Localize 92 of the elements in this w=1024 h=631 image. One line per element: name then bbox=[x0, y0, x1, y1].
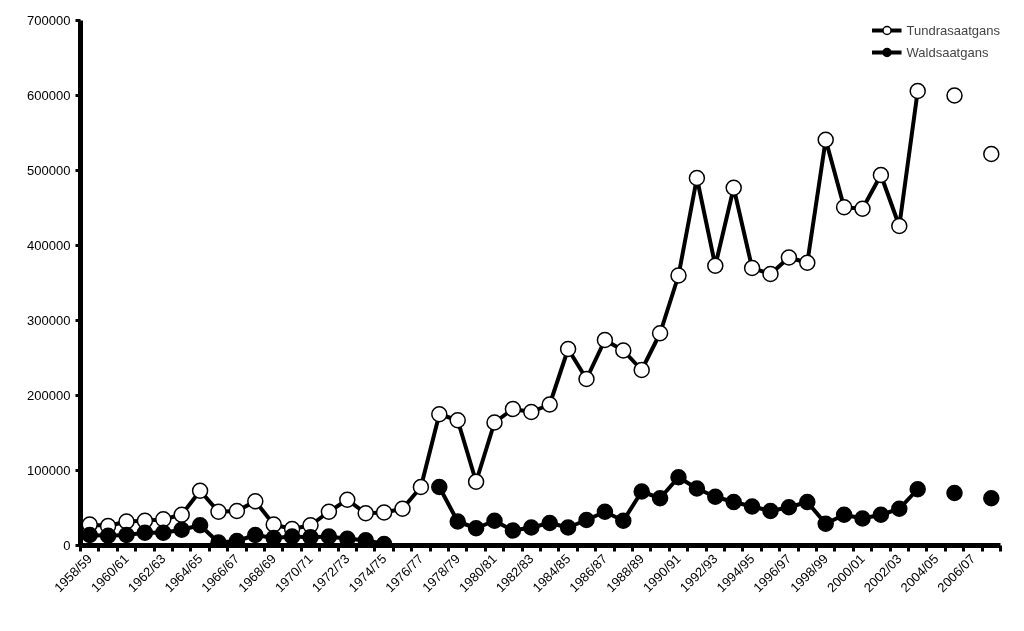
point bbox=[983, 145, 1000, 163]
point bbox=[559, 340, 577, 358]
legend-label: Tundrasaatgans bbox=[906, 22, 1000, 38]
point bbox=[81, 526, 98, 544]
point bbox=[541, 396, 558, 413]
point bbox=[651, 325, 669, 342]
y-tick-label: 100000 bbox=[27, 463, 71, 478]
point bbox=[412, 478, 430, 496]
point bbox=[339, 491, 356, 508]
point bbox=[394, 500, 411, 517]
point bbox=[449, 412, 466, 429]
point bbox=[983, 490, 1000, 507]
point bbox=[633, 483, 650, 500]
point bbox=[357, 505, 374, 522]
point bbox=[504, 400, 522, 418]
point bbox=[247, 493, 264, 510]
point bbox=[725, 493, 742, 511]
y-tick-label: 500000 bbox=[27, 163, 71, 178]
point bbox=[872, 166, 890, 184]
point bbox=[835, 506, 853, 523]
point bbox=[854, 200, 871, 217]
point bbox=[449, 513, 466, 530]
point bbox=[688, 169, 706, 187]
point bbox=[596, 331, 614, 349]
point bbox=[799, 493, 816, 511]
point bbox=[596, 503, 614, 520]
point bbox=[523, 519, 540, 536]
point bbox=[191, 482, 209, 499]
point bbox=[265, 516, 282, 533]
point bbox=[707, 488, 724, 505]
point bbox=[633, 361, 650, 379]
point bbox=[817, 131, 834, 148]
point bbox=[431, 478, 448, 496]
point bbox=[541, 514, 558, 532]
point bbox=[670, 267, 687, 284]
point bbox=[946, 484, 963, 502]
y-tick-label: 0 bbox=[63, 538, 71, 553]
point bbox=[247, 526, 264, 544]
y-tick-label: 600000 bbox=[27, 88, 71, 103]
point bbox=[670, 469, 687, 486]
point bbox=[891, 217, 908, 235]
point bbox=[762, 502, 779, 520]
point bbox=[504, 522, 522, 539]
point bbox=[909, 481, 926, 498]
point bbox=[799, 254, 816, 271]
point bbox=[891, 500, 908, 517]
point bbox=[210, 503, 227, 520]
point bbox=[872, 506, 890, 523]
point bbox=[578, 511, 595, 529]
point bbox=[559, 519, 577, 536]
point bbox=[854, 510, 871, 527]
point bbox=[762, 265, 779, 283]
point bbox=[835, 199, 853, 216]
point bbox=[523, 403, 540, 421]
point bbox=[283, 528, 301, 545]
point bbox=[155, 511, 172, 528]
point bbox=[136, 524, 154, 541]
point bbox=[155, 524, 172, 541]
point bbox=[467, 473, 485, 490]
point bbox=[320, 503, 338, 520]
point bbox=[320, 528, 338, 545]
point bbox=[173, 506, 190, 523]
point bbox=[578, 370, 595, 388]
point bbox=[725, 179, 742, 196]
point bbox=[486, 414, 503, 431]
point bbox=[118, 513, 135, 530]
point bbox=[909, 82, 926, 100]
point bbox=[173, 521, 190, 538]
point bbox=[707, 257, 724, 274]
point bbox=[946, 87, 963, 104]
y-tick-label: 300000 bbox=[27, 313, 71, 328]
legend-label: Waldsaatgans bbox=[906, 44, 989, 60]
point bbox=[651, 490, 669, 507]
point bbox=[615, 512, 632, 529]
point bbox=[486, 512, 503, 529]
point bbox=[228, 502, 246, 520]
y-tick-label: 200000 bbox=[27, 388, 71, 403]
point bbox=[615, 342, 632, 359]
point bbox=[191, 517, 209, 534]
y-tick-label: 700000 bbox=[27, 13, 71, 28]
point bbox=[743, 259, 761, 277]
point bbox=[99, 527, 117, 544]
point bbox=[688, 480, 706, 497]
point bbox=[375, 504, 393, 521]
point bbox=[817, 515, 834, 532]
point bbox=[431, 406, 448, 423]
point bbox=[780, 249, 798, 266]
point bbox=[780, 499, 798, 516]
point bbox=[743, 498, 761, 515]
y-tick-label: 400000 bbox=[27, 238, 71, 253]
point bbox=[118, 526, 135, 544]
point bbox=[467, 520, 485, 537]
